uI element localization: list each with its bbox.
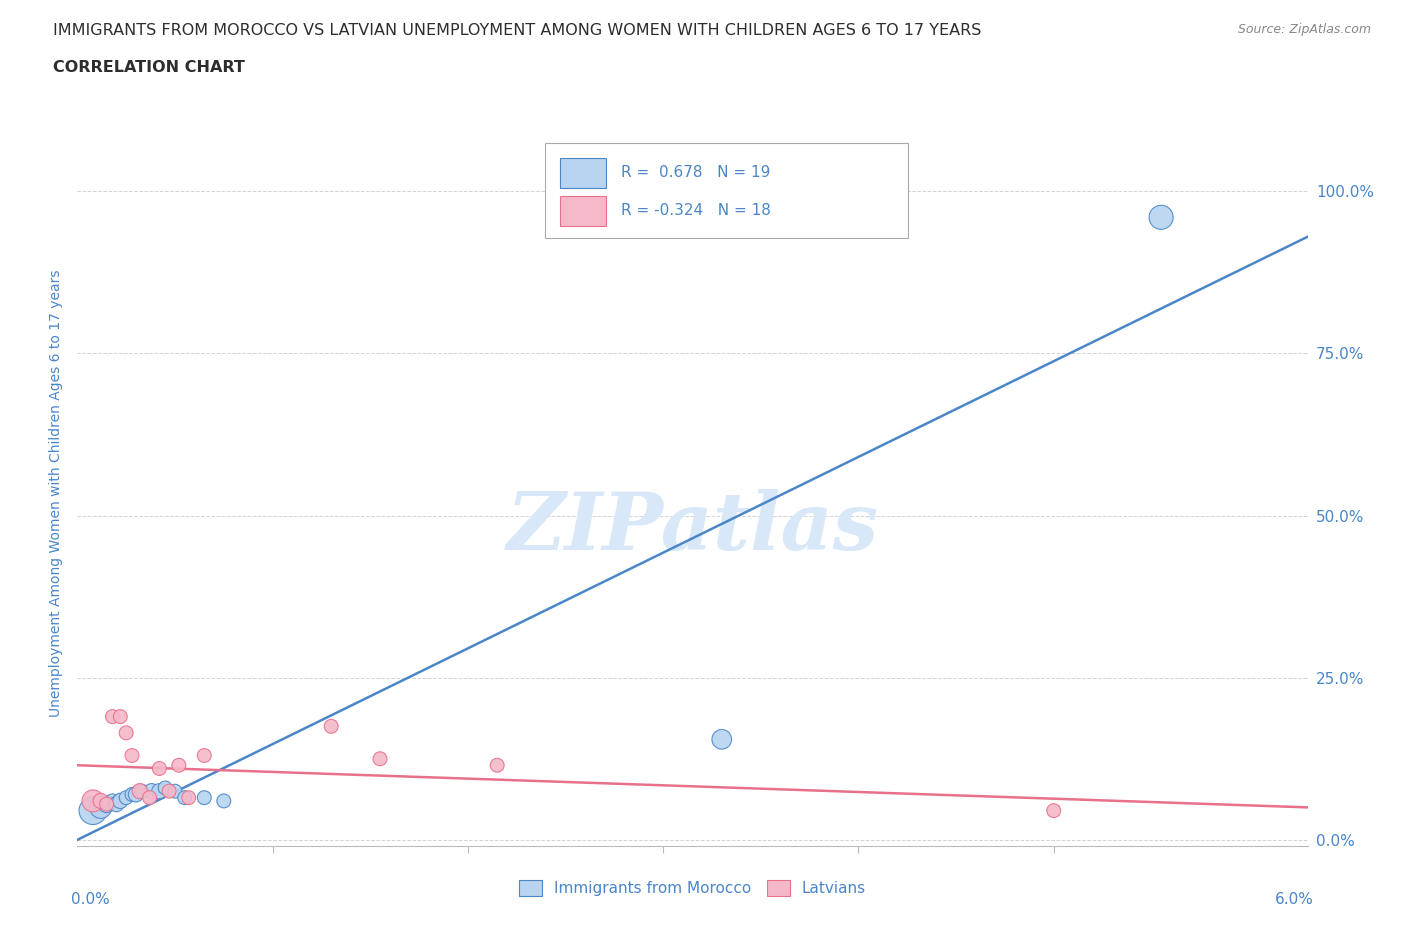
Point <box>710 732 733 747</box>
Point <box>193 748 215 763</box>
Point <box>141 784 163 799</box>
Text: 6.0%: 6.0% <box>1275 892 1313 908</box>
Point <box>96 797 118 812</box>
Legend: Immigrants from Morocco, Latvians: Immigrants from Morocco, Latvians <box>513 874 872 902</box>
Point <box>101 710 124 724</box>
Y-axis label: Unemployment Among Women with Children Ages 6 to 17 years: Unemployment Among Women with Children A… <box>49 269 63 717</box>
Text: CORRELATION CHART: CORRELATION CHART <box>53 60 245 75</box>
Point <box>177 790 200 805</box>
Text: IMMIGRANTS FROM MOROCCO VS LATVIAN UNEMPLOYMENT AMONG WOMEN WITH CHILDREN AGES 6: IMMIGRANTS FROM MOROCCO VS LATVIAN UNEMP… <box>53 23 981 38</box>
Point <box>157 784 180 799</box>
Point <box>131 784 153 799</box>
Point <box>90 793 112 808</box>
Point <box>110 710 132 724</box>
Point <box>82 793 104 808</box>
Point <box>125 787 148 802</box>
Point <box>212 793 235 808</box>
Point <box>1042 804 1064 818</box>
Point <box>82 804 104 818</box>
Point <box>101 793 124 808</box>
Point <box>115 790 138 805</box>
Point <box>148 761 170 776</box>
Point <box>163 784 186 799</box>
Point <box>121 787 143 802</box>
Point <box>90 800 112 815</box>
Point <box>138 790 160 805</box>
Point <box>167 758 190 773</box>
Point <box>110 793 132 808</box>
Point <box>321 719 343 734</box>
Text: 0.0%: 0.0% <box>72 892 110 908</box>
Point <box>105 797 128 812</box>
Point <box>121 748 143 763</box>
FancyBboxPatch shape <box>546 143 908 238</box>
Point <box>368 751 391 766</box>
Point <box>173 790 195 805</box>
Point <box>96 797 118 812</box>
Point <box>148 784 170 799</box>
Point <box>115 725 138 740</box>
Bar <box>560 196 606 226</box>
Bar <box>560 158 606 188</box>
Point <box>1150 210 1173 225</box>
Point <box>155 780 177 795</box>
Text: Source: ZipAtlas.com: Source: ZipAtlas.com <box>1237 23 1371 36</box>
Text: ZIPatlas: ZIPatlas <box>506 489 879 567</box>
Point <box>128 784 150 799</box>
Point <box>486 758 509 773</box>
Text: R = -0.324   N = 18: R = -0.324 N = 18 <box>621 204 770 219</box>
Point <box>193 790 215 805</box>
Text: R =  0.678   N = 19: R = 0.678 N = 19 <box>621 166 770 180</box>
